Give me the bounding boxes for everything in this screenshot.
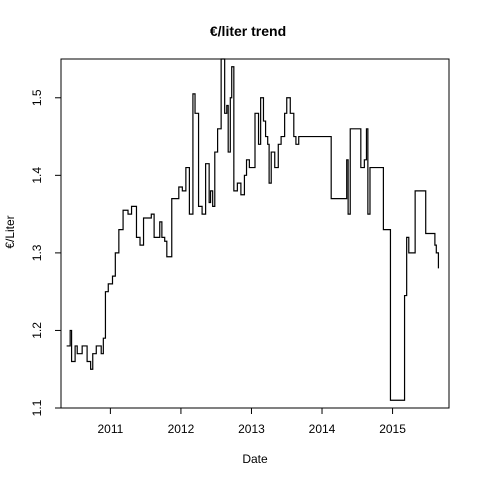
x-axis: 2011 2012 2013 2014 2015 <box>97 408 406 436</box>
x-tick-label: 2013 <box>238 422 265 436</box>
chart-title: €/liter trend <box>210 23 286 39</box>
x-tick-label: 2011 <box>97 422 123 436</box>
y-tick-label: 1.4 <box>30 167 44 184</box>
series-line <box>67 59 439 400</box>
y-axis: 1.1 1.2 1.3 1.4 1.5 <box>30 89 61 416</box>
y-tick-label: 1.3 <box>30 244 44 261</box>
y-axis-label: €/Liter <box>3 215 17 248</box>
y-tick-label: 1.5 <box>30 89 44 106</box>
x-tick-label: 2015 <box>379 422 406 436</box>
x-tick-label: 2014 <box>309 422 336 436</box>
y-tick-label: 1.1 <box>30 399 44 416</box>
series-layer <box>67 59 439 400</box>
x-tick-label: 2012 <box>168 422 195 436</box>
x-axis-label: Date <box>242 452 268 466</box>
y-tick-label: 1.2 <box>30 322 44 339</box>
